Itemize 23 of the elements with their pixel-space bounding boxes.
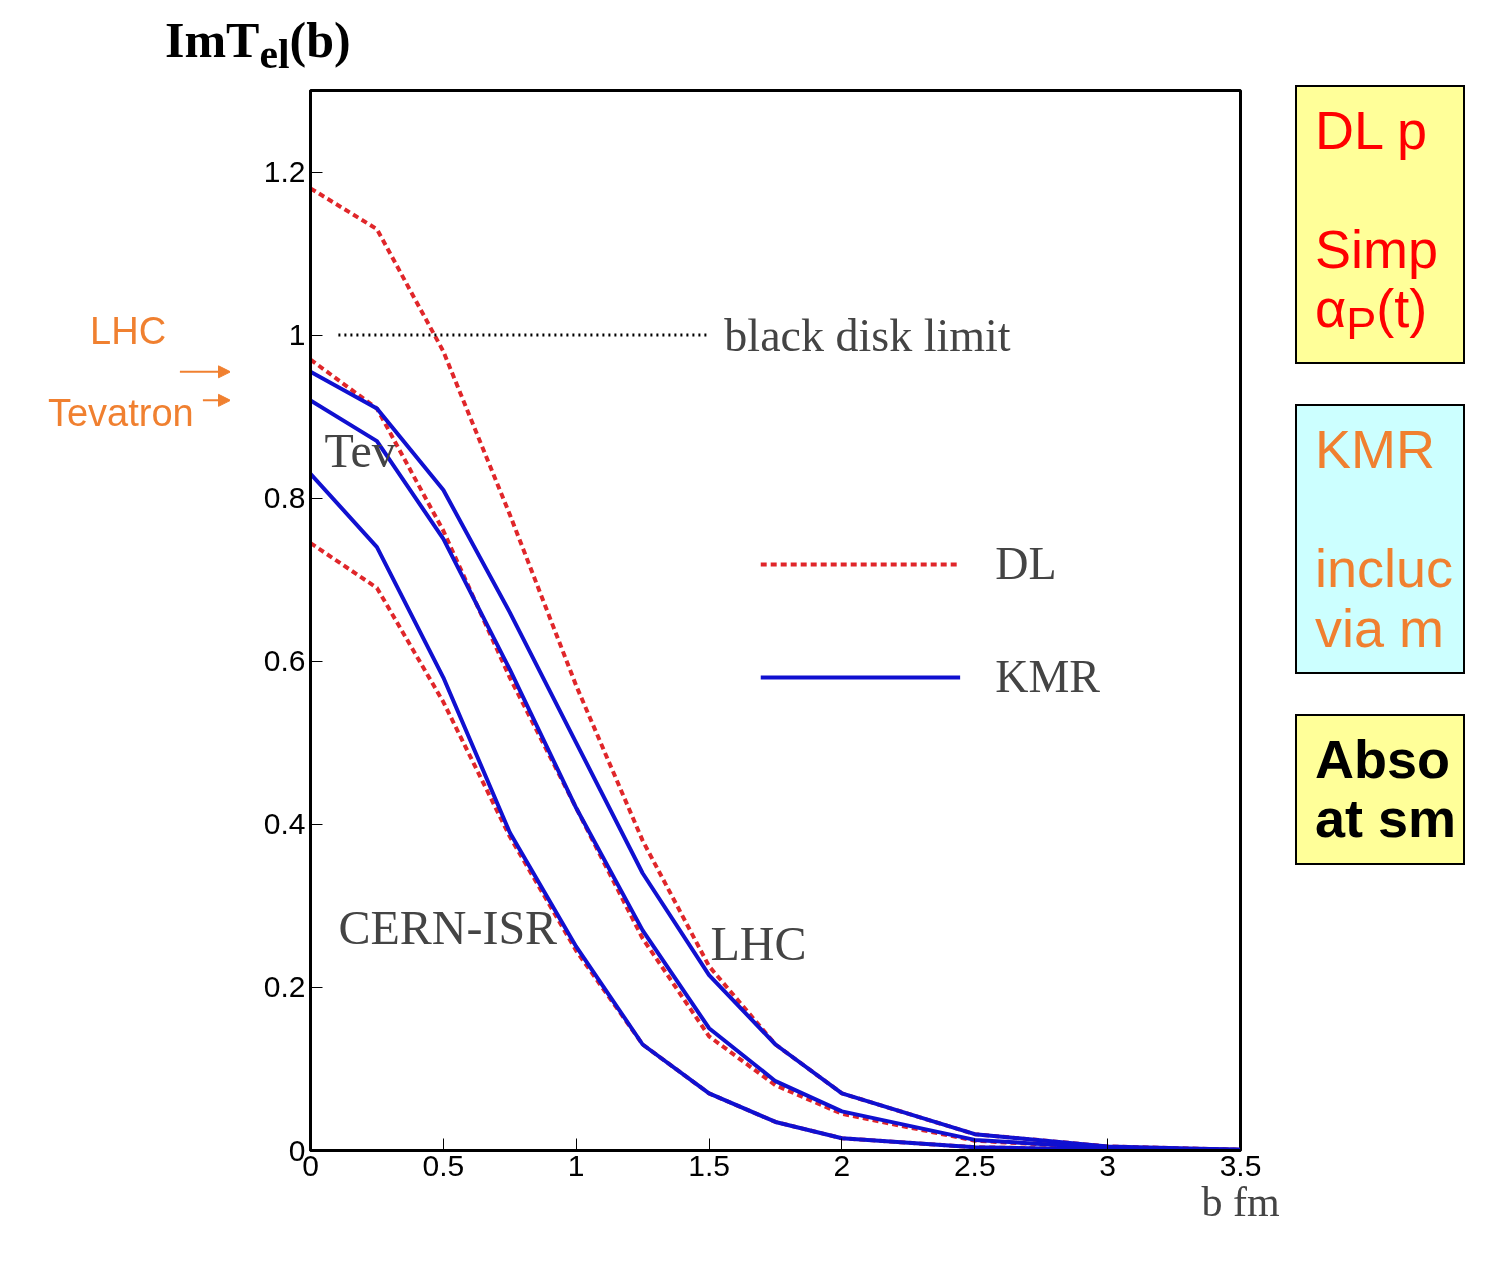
y-tick-label: 0.4 [263, 807, 306, 841]
annotation: LHC [710, 917, 807, 971]
x-tick-label: 2 [833, 1148, 851, 1182]
text: Abso at sm [1295, 714, 1465, 865]
legend-label: DL [995, 537, 1057, 590]
y-axis-title: ImT$_{el}$(b) [165, 11, 351, 79]
text: DL p Simp α$_{P}$(t) [1295, 85, 1465, 365]
text: KMR incluc via m [1295, 404, 1465, 675]
x-tick-label: 3 [1099, 1148, 1116, 1182]
ref-line-label: black disk limit [724, 309, 1011, 361]
x-tick-label: 1 [567, 1148, 585, 1182]
y-tick-label: 0.2 [263, 970, 306, 1004]
y-tick-label: 1.2 [263, 155, 306, 189]
x-tick-label: 0.5 [422, 1148, 465, 1182]
y-tick-label: 0.6 [263, 644, 306, 678]
x-tick-label: 2.5 [953, 1148, 996, 1182]
y-tick-label: 0.8 [263, 481, 306, 515]
text: LHC [90, 310, 167, 353]
text: Tevatron [47, 391, 194, 434]
y-tick-label: 1 [288, 318, 306, 352]
annotation: CERN-ISR [338, 901, 558, 955]
legend-label: KMR [995, 650, 1100, 703]
x-tick-label: 1.5 [688, 1148, 730, 1182]
